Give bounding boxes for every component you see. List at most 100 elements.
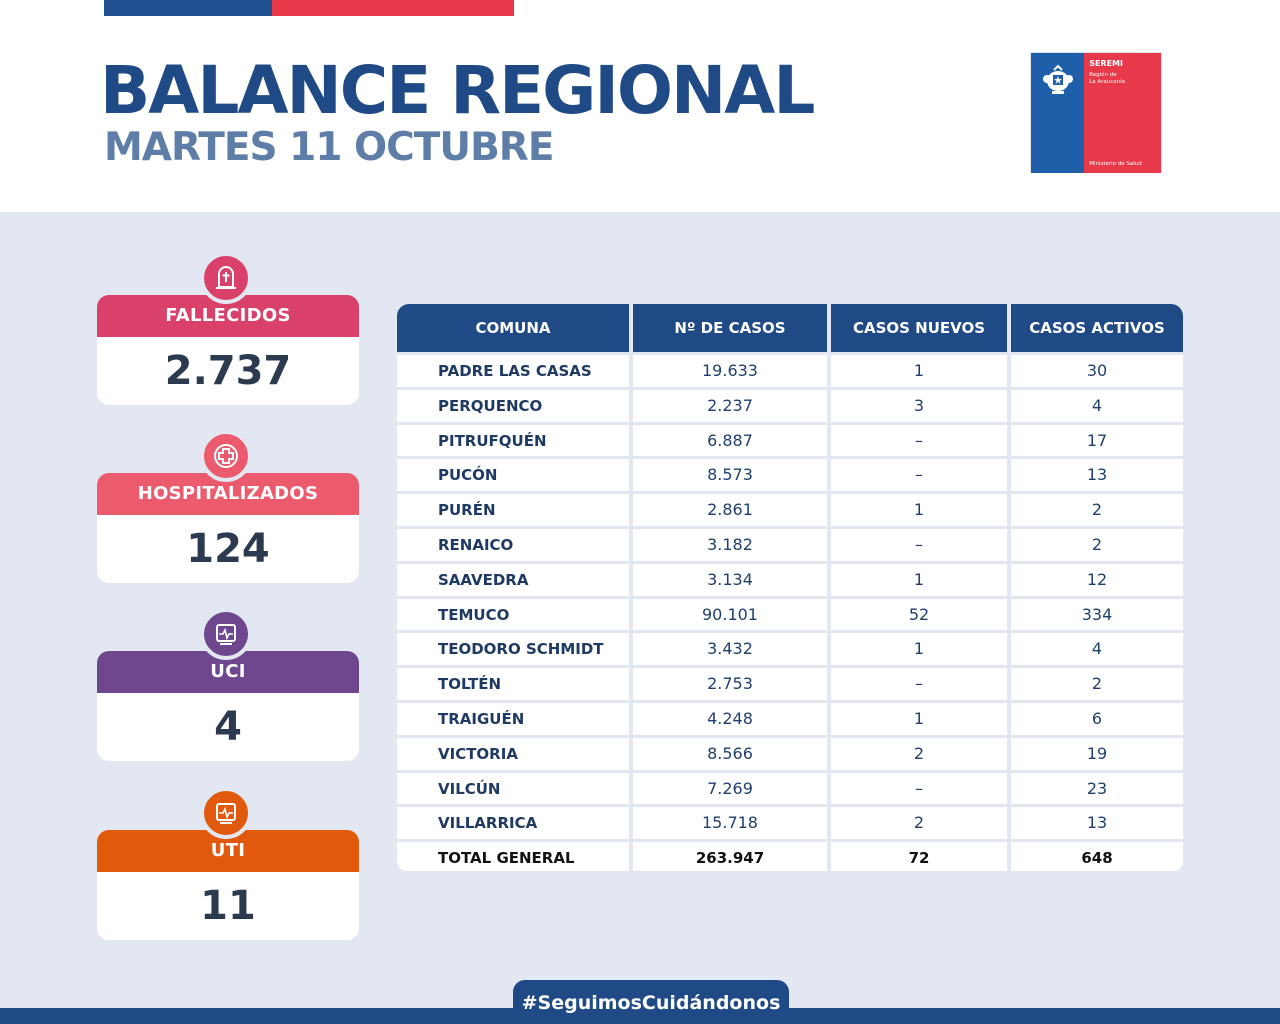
table-total-row: TOTAL GENERAL 263.947 72 648 (397, 839, 1183, 872)
logo-region-line1: Región de (1089, 72, 1117, 78)
comuna-cell: SAAVEDRA (397, 560, 629, 596)
stat-card-uti: UTI 11 (97, 830, 359, 940)
comuna-cell: PERQUENCO (397, 386, 629, 422)
column-header-casos-nuevos: CASOS NUEVOS (827, 304, 1007, 352)
casos-activos-cell: 2 (1007, 665, 1183, 700)
casos-activos-cell: 17 (1007, 421, 1183, 457)
casos-nuevos-cell: – (827, 421, 1007, 457)
casos-nuevos-cell: 2 (827, 804, 1007, 840)
comuna-cell: PURÉN (397, 491, 629, 526)
column-header-casos: Nº DE CASOS (629, 304, 827, 352)
casos-nuevos-cell: 3 (827, 386, 1007, 422)
comuna-cell: TOLTÉN (397, 665, 629, 700)
comuna-cell: PITRUFQUÉN (397, 421, 629, 457)
casos-nuevos-cell: 1 (827, 560, 1007, 596)
casos-cell: 6.887 (629, 421, 827, 457)
stat-card-fallecidos: FALLECIDOS 2.737 (97, 295, 359, 405)
table-row: VILCÚN 7.269–23 (397, 769, 1183, 805)
table-row: TOLTÉN 2.753–2 (397, 665, 1183, 700)
table-row: PADRE LAS CASAS 19.633 1 30 (397, 352, 1183, 387)
stat-card-value: 2.737 (97, 337, 359, 405)
table-row: PURÉN 2.861 1 2 (397, 491, 1183, 526)
tombstone-icon (200, 252, 252, 304)
stat-card-value: 4 (97, 693, 359, 761)
page-subtitle: MARTES 11 OCTUBRE (104, 125, 554, 170)
casos-activos-cell: 4 (1007, 630, 1183, 666)
seremi-logo: SEREMI Región de La Araucanía Ministerio… (1030, 52, 1162, 173)
logo-ministry-text: Ministerio de Salud (1089, 161, 1142, 167)
total-casos: 263.947 (629, 839, 827, 872)
casos-cell: 3.182 (629, 525, 827, 561)
table-row: TEODORO SCHMIDT 3.432 1 4 (397, 630, 1183, 666)
table-row: PUCÓN 8.573–13 (397, 456, 1183, 492)
comuna-cell: TEMUCO (397, 595, 629, 631)
logo-region-text: Región de La Araucanía (1089, 72, 1159, 86)
casos-cell: 8.573 (629, 456, 827, 492)
table-row: VILLARRICA 15.718 2 13 (397, 804, 1183, 840)
table-row: VICTORIA 8.566 2 19 (397, 734, 1183, 770)
total-casos-nuevos: 72 (827, 839, 1007, 872)
casos-cell: 3.134 (629, 560, 827, 596)
casos-nuevos-cell: 1 (827, 352, 1007, 387)
casos-activos-cell: 2 (1007, 491, 1183, 526)
casos-activos-cell: 2 (1007, 525, 1183, 561)
casos-activos-cell: 13 (1007, 804, 1183, 840)
logo-red-panel: SEREMI Región de La Araucanía Ministerio… (1084, 53, 1161, 173)
coat-of-arms-icon (1043, 64, 1073, 94)
casos-activos-cell: 19 (1007, 734, 1183, 770)
top-stripe-blue (104, 0, 272, 16)
casos-cell: 2.237 (629, 386, 827, 422)
casos-activos-cell: 30 (1007, 352, 1183, 387)
comuna-cell: TRAIGUÉN (397, 699, 629, 735)
casos-nuevos-cell: – (827, 456, 1007, 492)
column-header-casos-activos: CASOS ACTIVOS (1007, 304, 1183, 352)
stat-card-label: HOSPITALIZADOS (97, 473, 359, 515)
casos-nuevos-cell: – (827, 769, 1007, 805)
logo-blue-panel (1031, 53, 1085, 173)
casos-cell: 3.432 (629, 630, 827, 666)
page-title: BALANCE REGIONAL (100, 52, 815, 129)
casos-nuevos-cell: – (827, 525, 1007, 561)
table-row: RENAICO 3.182–2 (397, 525, 1183, 561)
logo-region-line2: La Araucanía (1089, 79, 1126, 85)
top-stripe-red (272, 0, 514, 16)
table-header-row: COMUNA Nº DE CASOS CASOS NUEVOS CASOS AC… (397, 304, 1183, 352)
casos-nuevos-cell: 1 (827, 491, 1007, 526)
table-body: PADRE LAS CASAS 19.633 1 30 PERQUENCO 2.237 3 4… (397, 352, 1183, 840)
table-row: PITRUFQUÉN 6.887–17 (397, 421, 1183, 457)
total-casos-activos: 648 (1007, 839, 1183, 872)
total-label: TOTAL GENERAL (397, 839, 629, 872)
casos-activos-cell: 334 (1007, 595, 1183, 631)
cases-table: COMUNA Nº DE CASOS CASOS NUEVOS CASOS AC… (397, 304, 1183, 872)
hashtag-tab: #SeguimosCuidándonos (513, 980, 789, 1024)
table-row: SAAVEDRA 3.134 1 12 (397, 560, 1183, 596)
logo-seremi-text: SEREMI (1089, 59, 1123, 68)
casos-activos-cell: 12 (1007, 560, 1183, 596)
casos-cell: 8.566 (629, 734, 827, 770)
casos-cell: 15.718 (629, 804, 827, 840)
medical-cross-icon (200, 430, 252, 482)
heart-monitor-icon (200, 787, 252, 839)
casos-nuevos-cell: 1 (827, 699, 1007, 735)
comuna-cell: VILCÚN (397, 769, 629, 805)
heart-monitor-icon (200, 608, 252, 660)
casos-nuevos-cell: 1 (827, 630, 1007, 666)
casos-nuevos-cell: 2 (827, 734, 1007, 770)
stat-card-value: 11 (97, 872, 359, 940)
column-header-comuna: COMUNA (475, 319, 551, 337)
comuna-cell: PUCÓN (397, 456, 629, 492)
stat-card-uci: UCI 4 (97, 651, 359, 761)
casos-cell: 4.248 (629, 699, 827, 735)
casos-activos-cell: 6 (1007, 699, 1183, 735)
casos-cell: 7.269 (629, 769, 827, 805)
casos-cell: 2.861 (629, 491, 827, 526)
casos-nuevos-cell: 52 (827, 595, 1007, 631)
stat-card-value: 124 (97, 515, 359, 583)
comuna-cell: TEODORO SCHMIDT (397, 630, 629, 666)
comuna-cell: VICTORIA (397, 734, 629, 770)
comuna-cell: RENAICO (397, 525, 629, 561)
comuna-cell: PADRE LAS CASAS (397, 352, 629, 387)
table-row: PERQUENCO 2.237 3 4 (397, 386, 1183, 422)
casos-cell: 19.633 (629, 352, 827, 387)
comuna-cell: VILLARRICA (397, 804, 629, 840)
